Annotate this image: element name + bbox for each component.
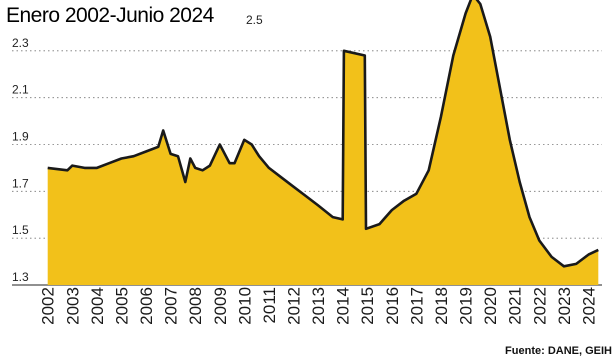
y-tick-label: 2.3	[12, 36, 29, 50]
y-tick-label: 2.1	[12, 83, 29, 97]
x-tick-label: 2012	[285, 287, 304, 325]
x-tick-label: 2006	[137, 287, 156, 325]
x-tick-label: 2020	[481, 287, 500, 325]
x-tick-label: 2018	[432, 287, 451, 325]
y-tick-label: 2.5	[246, 13, 263, 27]
area-fill	[47, 0, 599, 285]
x-tick-label: 2023	[555, 287, 574, 325]
x-tick-label: 2021	[506, 287, 525, 325]
x-tick-label: 2002	[39, 287, 58, 325]
y-axis: 1.3 1.5 1.7 1.9 2.1 2.3 2.5	[12, 13, 263, 284]
series-line	[47, 0, 599, 268]
x-tick-label: 2016	[383, 287, 402, 325]
x-tick-label: 2022	[530, 287, 549, 325]
x-tick-label: 2010	[235, 287, 254, 325]
x-tick-label: 2011	[260, 287, 279, 324]
plot-area	[47, 0, 599, 285]
y-tick-label: 1.7	[12, 176, 29, 190]
y-tick-label: 1.3	[12, 270, 29, 284]
y-tick-label: 1.9	[12, 130, 29, 144]
chart-title: Enero 2002-Junio 2024	[6, 4, 215, 27]
x-tick-label: 2013	[309, 287, 328, 325]
x-tick-label: 2014	[334, 287, 353, 325]
x-tick-label: 2017	[407, 287, 426, 325]
x-tick-label: 2004	[88, 287, 107, 325]
x-tick-label: 2024	[580, 287, 599, 325]
x-tick-label: 2009	[211, 287, 230, 325]
x-tick-label: 2008	[186, 287, 205, 325]
y-tick-label: 1.5	[12, 223, 29, 237]
x-tick-label: 2003	[63, 287, 82, 325]
x-tick-label: 2007	[162, 287, 181, 325]
x-tick-label: 2015	[358, 287, 377, 325]
x-axis: 2002 2003 2004 2005 2006 2007 2008 2009 2010 2011…	[39, 287, 599, 325]
source-note: Fuente: DANE, GEIH	[505, 345, 612, 357]
x-tick-label: 2005	[112, 287, 131, 325]
x-tick-label: 2019	[457, 287, 476, 325]
